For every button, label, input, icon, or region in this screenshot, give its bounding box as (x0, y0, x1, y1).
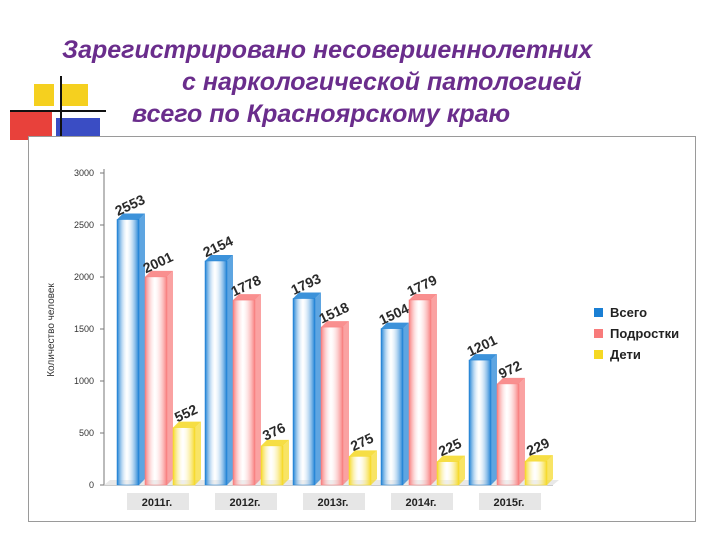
x-tick-label-bg (479, 493, 541, 510)
bar-Дети-2015г. (524, 460, 548, 486)
y-tick-label: 500 (79, 428, 94, 438)
legend-item: Всего (594, 302, 679, 323)
legend-label: Подростки (610, 326, 680, 341)
bar-top (145, 270, 173, 277)
x-tick-label: 2011г. (142, 497, 172, 509)
bar-Всего-2015г. (468, 359, 492, 486)
decor-horizontal-line (10, 110, 106, 112)
bar-side (371, 450, 377, 485)
bar-side (255, 294, 261, 485)
bar-Подростки-2015г. (496, 383, 520, 486)
bar-side (167, 270, 173, 485)
y-tick-label: 1000 (74, 376, 94, 386)
bar-Подростки-2012г. (232, 299, 256, 486)
decor-red-square (10, 110, 52, 140)
bar-side (459, 455, 465, 485)
bar-side (343, 321, 349, 485)
legend-item: Дети (594, 344, 679, 365)
bar-side (519, 377, 525, 485)
y-tick-label: 0 (89, 480, 94, 490)
x-tick-label-bg (303, 493, 365, 510)
title-line-1: Зарегистрировано несовершеннолетних (62, 36, 593, 64)
decor-blue-square (56, 118, 100, 140)
bar-side (491, 354, 497, 485)
bar-top (409, 293, 437, 300)
bar-Подростки-2013г. (320, 326, 344, 486)
bar-top (497, 377, 525, 384)
bar-side (227, 254, 233, 485)
bar-side (403, 322, 409, 485)
bar-top (469, 354, 497, 361)
y-axis-label: Количество человек (46, 283, 57, 377)
x-tick-label: 2014г. (405, 497, 436, 509)
legend-swatch (594, 329, 603, 338)
data-label: 972 (496, 357, 524, 381)
legend-swatch (594, 350, 603, 359)
bar-Дети-2012г. (260, 445, 284, 486)
legend-item: Подростки (594, 323, 679, 344)
bar-Дети-2011г. (172, 427, 196, 486)
bar-Всего-2014г. (380, 328, 404, 486)
bar-side (139, 213, 145, 485)
bar-Всего-2011г. (116, 219, 140, 486)
bar-top (117, 213, 145, 220)
page-title: Зарегистрировано несовершеннолетних с на… (40, 34, 700, 130)
bar-Подростки-2014г. (408, 299, 432, 486)
bar-side (547, 455, 553, 485)
bar-side (315, 292, 321, 485)
chart-legend: Всего Подростки Дети (594, 302, 679, 365)
x-tick-label-bg (127, 493, 189, 510)
data-label: 376 (260, 419, 288, 443)
data-label: 229 (524, 434, 552, 458)
bar-top (173, 421, 201, 428)
data-label: 275 (348, 430, 376, 454)
data-label: 225 (436, 435, 464, 459)
data-label: 552 (172, 401, 200, 425)
x-tick-label: 2013г. (317, 497, 348, 509)
bar-Дети-2014г. (436, 461, 460, 486)
y-tick-label: 3000 (74, 168, 94, 178)
bar-top (293, 292, 321, 299)
x-tick-label-bg (215, 493, 277, 510)
y-tick-label: 1500 (74, 324, 94, 334)
legend-label: Дети (610, 347, 641, 362)
bar-top (437, 455, 465, 462)
bar-side (431, 293, 437, 485)
title-line-3: всего по Красноярскому краю (132, 100, 511, 128)
bar-top (525, 455, 553, 462)
bar-Дети-2013г. (348, 456, 372, 486)
x-tick-label-bg (391, 493, 453, 510)
bar-top (321, 321, 349, 328)
decor-yellow-square (34, 84, 54, 106)
x-tick-label: 2012г. (229, 497, 260, 509)
bar-top (349, 450, 377, 457)
bar-Подростки-2011г. (144, 276, 168, 486)
y-tick-label: 2000 (74, 272, 94, 282)
x-tick-label: 2015г. (493, 497, 524, 509)
y-tick-label: 2500 (74, 220, 94, 230)
legend-label: Всего (610, 305, 648, 320)
bar-top (233, 294, 261, 301)
bar-side (195, 421, 201, 485)
bar-Всего-2013г. (292, 298, 316, 486)
bar-top (261, 439, 289, 446)
legend-swatch (594, 308, 603, 317)
title-line-2: с наркологической патологией (182, 68, 582, 96)
decor-vertical-line (60, 76, 62, 140)
bar-top (381, 322, 409, 329)
bar-side (283, 439, 289, 485)
bar-top (205, 254, 233, 261)
bar-Всего-2012г. (204, 260, 228, 486)
decor-yellow-square-2 (62, 84, 88, 106)
